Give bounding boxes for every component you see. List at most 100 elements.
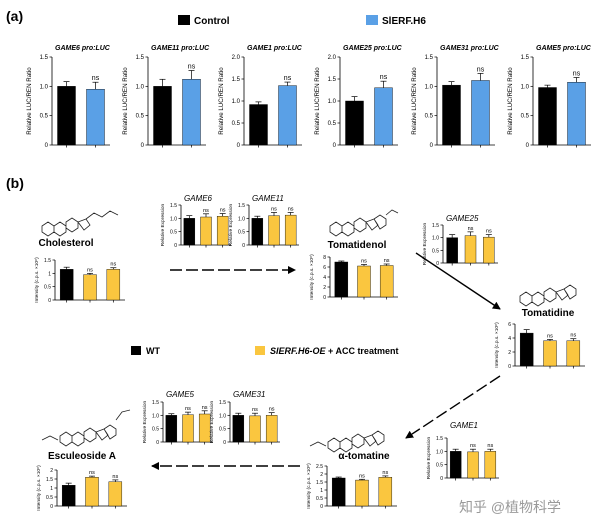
significance-label: ns xyxy=(384,258,390,264)
y-tick-label: 1.0 xyxy=(40,84,49,90)
significance-label: ns xyxy=(269,407,275,413)
bar xyxy=(232,415,245,443)
y-tick-label: 0.5 xyxy=(436,463,443,469)
bar xyxy=(379,265,394,298)
bar xyxy=(442,84,461,146)
significance-label: ns xyxy=(361,259,367,265)
y-axis-label: Intensity (c.p.s. ×10⁸) xyxy=(494,322,500,368)
bar xyxy=(357,265,371,298)
bar xyxy=(378,477,393,507)
bar xyxy=(251,218,264,246)
y-axis-label: Relative Expression xyxy=(209,400,215,443)
significance-label: ns xyxy=(468,226,474,232)
y-tick-label: 1 xyxy=(48,271,51,277)
legend-wt-label: WT xyxy=(146,346,160,356)
y-tick-label: 0.5 xyxy=(152,427,159,433)
bar xyxy=(57,86,76,146)
chart-title: GAME5 pro:LUC xyxy=(536,45,592,52)
legend-oe-rest: + ACC treatment xyxy=(326,346,399,356)
significance-label: ns xyxy=(573,71,581,78)
bar xyxy=(284,214,297,246)
significance-label: ns xyxy=(203,208,209,214)
y-tick-label: 0.5 xyxy=(521,114,530,120)
significance-label: ns xyxy=(110,262,116,268)
chart-a6: GAME5 pro:LUC 0 0.5 1.0 1.5 Relative LUC/REN … xyxy=(507,45,592,149)
y-tick-label: 0 xyxy=(333,143,337,149)
bar xyxy=(249,415,261,443)
chart-a1: GAME6 pro:LUC 0 0.5 1.0 1.5 Relative LUC/REN … xyxy=(26,45,111,149)
legend-treatment-swatch xyxy=(366,15,378,25)
significance-label: ns xyxy=(477,66,485,73)
significance-label: ns xyxy=(188,63,196,70)
bar xyxy=(59,269,74,301)
y-tick-label: 2.0 xyxy=(232,55,241,61)
bar xyxy=(85,477,99,507)
y-tick-label: 1.5 xyxy=(436,436,443,442)
y-tick-label: 0 xyxy=(156,440,159,446)
y-tick-label: 2 xyxy=(508,350,511,356)
y-axis-label: Relative Expression xyxy=(142,400,148,443)
significance-label: ns xyxy=(470,443,476,449)
significance-label: ns xyxy=(89,470,95,476)
significance-label: ns xyxy=(284,75,292,82)
y-tick-label: 1.5 xyxy=(152,400,159,406)
y-tick-label: 0 xyxy=(48,298,51,304)
y-axis-label: Intensity (c.p.s. ×10⁸) xyxy=(34,257,40,303)
bar xyxy=(268,215,280,246)
y-tick-label: 0 xyxy=(323,295,326,301)
bar xyxy=(483,236,495,264)
significance-label: ns xyxy=(359,473,365,479)
bar xyxy=(355,479,369,507)
y-tick-label: 1.0 xyxy=(152,413,159,419)
y-tick-label: 0 xyxy=(320,504,323,510)
chart-title: GAME31 pro:LUC xyxy=(440,45,500,52)
chart-b_tomatidenol: 0 2 4 6 8 Intensity (c.p.s. ×10⁸) ns ns xyxy=(309,254,398,301)
bar xyxy=(198,413,211,443)
bar xyxy=(216,215,229,246)
chart-b_esculeoside: 0 0.5 1 1.5 2 Intensity (c.p.s. ×10⁸) ns ns xyxy=(36,465,127,511)
legend-control-label: Control xyxy=(194,16,230,27)
y-tick-label: 2 xyxy=(50,468,53,474)
chart-b_chol: 0 0.5 1 1.5 Intensity (c.p.s. ×10⁸) ns ns xyxy=(34,257,125,304)
y-tick-label: 0 xyxy=(223,440,226,446)
compound-tomatidenol: Tomatidenol xyxy=(328,240,387,251)
chart-title: GAME11 pro:LUC xyxy=(151,45,210,52)
y-tick-label: 0 xyxy=(436,261,439,267)
bar xyxy=(567,82,586,146)
y-tick-label: 0 xyxy=(50,504,53,510)
significance-label: ns xyxy=(380,74,388,81)
y-tick-label: 1.5 xyxy=(232,77,241,83)
y-tick-label: 0.5 xyxy=(219,427,226,433)
y-axis-label: Relative LUC/REN Ratio xyxy=(122,67,129,135)
y-tick-label: 0.5 xyxy=(136,114,145,120)
y-tick-label: 1.0 xyxy=(170,216,177,222)
y-tick-label: 1.5 xyxy=(40,55,49,61)
chart-b_game11: GAME11 0 0.5 1.0 1.5 Relative Expression ns ns xyxy=(228,194,299,249)
structure-cholesterol xyxy=(41,210,119,237)
y-tick-label: 2 xyxy=(320,472,323,478)
bar xyxy=(86,89,105,146)
significance-label: ns xyxy=(288,206,294,212)
significance-label: ns xyxy=(112,474,118,480)
y-axis-label: Intensity (c.p.s. ×10⁸) xyxy=(36,465,42,511)
significance-label: ns xyxy=(271,206,277,212)
significance-label: ns xyxy=(547,333,553,339)
chart-b_game1: GAME1 0 0.5 1.0 1.5 Relative Expression ns ns xyxy=(426,421,499,482)
significance-label: ns xyxy=(202,405,208,411)
y-tick-label: 8 xyxy=(323,255,326,261)
compound-tomatidine: Tomatidine xyxy=(522,308,575,319)
bar xyxy=(334,261,349,298)
legend-wt-swatch xyxy=(131,346,141,355)
y-tick-label: 1 xyxy=(320,488,323,494)
y-axis-label: Relative LUC/REN Ratio xyxy=(218,67,225,135)
bar xyxy=(165,415,178,443)
bar xyxy=(83,274,97,301)
y-tick-label: 4 xyxy=(508,336,511,342)
y-tick-label: 1.0 xyxy=(238,216,245,222)
y-tick-label: 0 xyxy=(430,143,434,149)
y-tick-label: 1.5 xyxy=(219,400,226,406)
bar xyxy=(519,332,534,367)
y-tick-label: 0 xyxy=(237,143,241,149)
y-tick-label: 1.5 xyxy=(521,55,530,61)
